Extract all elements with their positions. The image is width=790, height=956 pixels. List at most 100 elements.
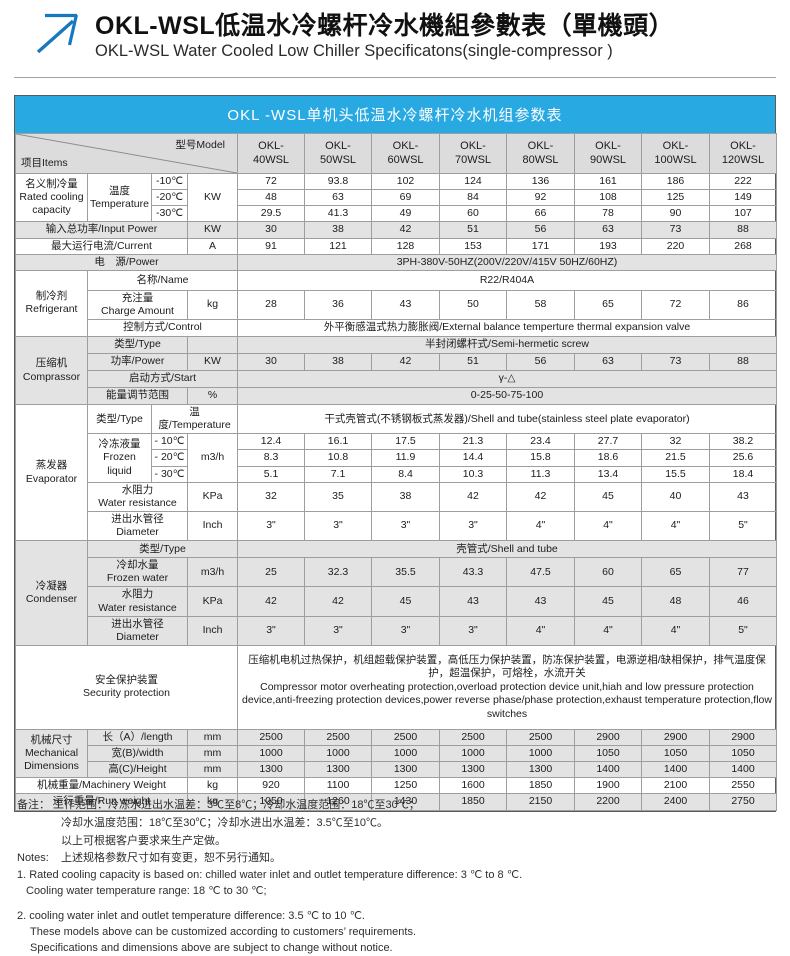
model-code: 50WSL [319,153,357,166]
value-cell: 1250 [371,777,440,795]
refrigerant-name-value: R22/R404A [237,269,777,291]
unit-cell: mm [187,761,238,779]
model-code: 120WSL [721,153,765,166]
condenser-resistance-label: 水阻力 Water resistance [87,586,188,617]
row-dim-width: 宽(B)/width mm 1000 1000 1000 1000 1000 1… [16,744,777,763]
value-cell: 3" [439,615,507,646]
value-cell: 1430 [371,793,440,811]
value-cell: 84 [439,189,507,207]
dim-width-label: 宽(B)/width [87,744,188,763]
value-cell: 92 [506,189,575,207]
label-zh: 冷凝器 [35,579,68,592]
value-cell: 1400 [641,761,710,779]
value-cell: 2100 [641,777,710,795]
value-cell: 36 [304,289,372,321]
energy-value: 0-25-50-75-100 [237,387,777,405]
value-cell: 73 [641,221,710,239]
value-cell: 222 [709,172,777,191]
evap-diameter-label: 进出水管径 Diameter [87,510,188,542]
value-cell: 4" [641,615,710,646]
value-cell: 1000 [304,744,372,763]
temp-cell: - 30℃ [151,465,188,483]
notes-en: Notes: 1. Rated cooling capacity is base… [17,851,522,956]
spec-table: OKL -WSL单机头低温水冷螺杆冷水机组参数表 项目Items 型号Model… [14,95,777,812]
unit-cell: KW [187,221,238,239]
unit-cell: KPa [187,586,238,617]
value-cell: 32.3 [304,557,372,588]
label-zh: 机械尺寸 [30,733,73,746]
model-prefix: OKL- [392,139,419,152]
row-frozen-neg20: - 20℃ 8.3 10.8 11.9 14.4 15.8 18.6 21.5 … [16,449,777,467]
note-line: 上述规格参数尺寸如有变更，恕不另行通知。 [61,852,281,865]
model-prefix: OKL- [662,139,689,152]
value-cell: 136 [506,172,575,191]
model-header: OKL- 90WSL [574,133,642,174]
evaporator-temp-label: 温度/Temperature [151,403,238,435]
value-cell: 149 [709,189,777,207]
note-line: 以上可根据客户要求来生产定做。 [61,834,226,847]
run-weight-label: 运行重量/Run weight [15,793,188,811]
table-banner: OKL -WSL单机头低温水冷螺杆冷水机组参数表 [15,96,775,133]
security-value: 压缩机电机过热保护，机组超载保护装置，高低压力保护装置，防冻保护装置，电源逆相/… [237,644,777,730]
value-cell: 1300 [506,761,575,779]
value-cell: 4" [506,510,575,542]
value-cell: 42 [237,586,305,617]
value-cell: 63 [574,353,642,371]
value-cell: 45 [371,586,440,617]
value-cell: 29.5 [237,205,305,223]
security-text-en: Compressor motor overheating protection,… [242,681,772,720]
model-header: OKL- 80WSL [506,133,575,174]
label-en: Condenser [25,593,78,605]
label-zh: 名义制冷量 [25,178,78,190]
unit-cell: KW [187,353,238,371]
value-cell: 91 [237,237,305,255]
label-en: Water resistance [98,496,177,509]
value-cell: 2500 [506,728,575,747]
value-cell: 49 [371,205,440,223]
model-code: 80WSL [522,153,559,166]
value-cell: 72 [237,172,305,191]
model-header: OKL- 100WSL [641,133,710,174]
row-input-power: 输入总功率/Input Power KW 30 38 42 51 56 63 7… [15,221,777,239]
value-cell: 128 [371,237,440,255]
value-cell: 88 [709,353,777,371]
row-dim-length: 机械尺寸 Mechanical Dimensions 长（A）/length mm… [15,728,777,779]
row-compressor-energy: 能量调节范围 % 0-25-50-75-100 [16,387,777,405]
value-cell: 21.3 [439,433,507,451]
value-cell: 2750 [709,793,777,811]
value-cell: 108 [574,189,642,207]
model-prefix: OKL- [730,139,756,152]
value-cell: 4" [574,510,642,542]
value-cell: 4" [641,510,710,542]
row-condenser-resistance: 水阻力 Water resistance KPa 42 42 45 43 43 4… [16,586,777,617]
model-code: 100WSL [654,153,697,166]
value-cell: 45 [574,481,642,512]
evaporator-type-value: 干式壳管式(不锈钢板式蒸发器)/Shell and tube(stainless… [237,403,777,435]
unit-cell: A [187,237,238,255]
value-cell: 17.5 [371,433,440,451]
unit-cell: mm [187,744,238,763]
value-cell: 63 [304,189,372,207]
unit-cell: % [187,387,238,405]
value-cell: 5" [709,615,777,646]
value-cell: 88 [709,221,777,239]
label-zh: 安全保护装置 [95,674,158,687]
unit-cell: m3/h [187,433,238,483]
temp-cell: - 20℃ [151,449,188,467]
value-cell: 43 [439,586,507,617]
compressor-power-label: 功率/Power [87,353,188,371]
value-cell: 38 [304,353,372,371]
value-cell: 2500 [237,728,305,747]
label-zh: 进出水管径 [111,617,164,630]
page-title-en: OKL-WSL Water Cooled Low Chiller Specifi… [95,42,613,60]
row-refrigerant-charge: 充注量 Charge Amount kg 28 36 43 50 58 65 72… [16,289,777,321]
value-cell: 65 [641,557,710,588]
value-cell: 14.4 [439,449,507,467]
value-cell: 8.3 [237,449,305,467]
condenser-category: 冷凝器 Condenser [15,540,88,646]
page-title-zh: OKL-WSL低温水冷螺杆冷水機組參數表（單機頭） [95,12,675,40]
model-header: OKL- 70WSL [439,133,507,174]
energy-label: 能量调节范围 [87,387,188,405]
model-prefix: OKL- [460,139,486,152]
label-en: Rated cooling capacity [19,191,84,217]
